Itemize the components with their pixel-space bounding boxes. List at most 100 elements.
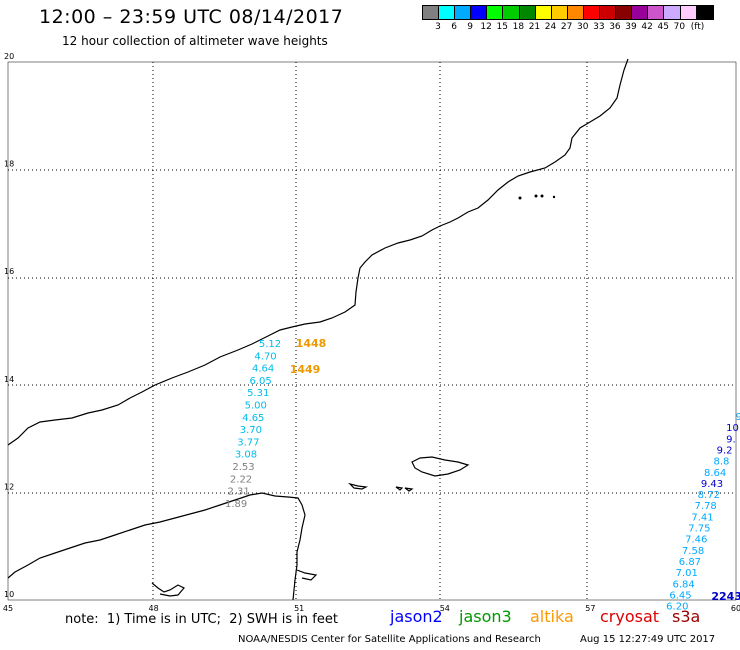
islet-dot-3 bbox=[540, 194, 544, 198]
lat-tick-label: 10 bbox=[4, 590, 14, 599]
right-altimeter-track: 9109.9.28.88.649.438.727.787.417.757.467… bbox=[666, 412, 740, 613]
latitude-tick-labels: 20 18 16 14 12 10 bbox=[4, 52, 14, 599]
swh-value-label: 5.00 bbox=[245, 401, 267, 412]
legend-swatch bbox=[632, 6, 649, 19]
lat-tick-label: 20 bbox=[4, 52, 14, 61]
lon-tick-label: 48 bbox=[149, 604, 159, 613]
satellite-label-jason3: jason3 bbox=[459, 607, 512, 626]
swh-value-label: 1.89 bbox=[225, 499, 247, 510]
legend-swatch bbox=[471, 6, 488, 19]
legend-label: 33 bbox=[593, 22, 605, 32]
somali-coastline bbox=[7, 492, 306, 601]
legend-label: 45 bbox=[657, 22, 669, 32]
legend-label: 36 bbox=[609, 22, 621, 32]
islet-dot-2 bbox=[534, 194, 538, 198]
lon-tick-label: 51 bbox=[294, 604, 304, 613]
footer-timestamp: Aug 15 12:27:49 UTC 2017 bbox=[580, 634, 716, 645]
lon-tick-label: 57 bbox=[585, 604, 595, 613]
left-altimeter-track: 5.124.70 4.646.055.31 5.004.653.703.77 3.08… bbox=[225, 339, 281, 510]
socotra-island bbox=[411, 456, 470, 477]
legend-label: 18 bbox=[512, 22, 525, 32]
legend-label: 15 bbox=[496, 22, 508, 32]
legend-label: 12 bbox=[480, 22, 492, 32]
swh-value-label: 8.72 bbox=[698, 490, 720, 501]
pass-time-labels: 1448 1449 bbox=[290, 337, 327, 376]
lat-tick-label: 18 bbox=[4, 160, 14, 169]
legend-swatch bbox=[551, 6, 568, 19]
legend-swatch bbox=[567, 6, 584, 19]
swh-value-label: 9.43 bbox=[701, 479, 723, 490]
legend-swatch bbox=[423, 6, 440, 19]
legend-swatch bbox=[696, 6, 713, 19]
legend-swatch bbox=[487, 6, 504, 19]
swh-value-label: 5.12 bbox=[259, 339, 281, 350]
arabian-coastline bbox=[7, 58, 629, 446]
swh-value-label: 4.65 bbox=[242, 413, 264, 424]
coast-segment bbox=[151, 582, 185, 597]
coastline bbox=[7, 58, 629, 601]
swh-value-label: 5.31 bbox=[247, 388, 269, 399]
legend-swatch bbox=[600, 6, 617, 19]
swh-value-label: 6.05 bbox=[250, 376, 272, 387]
pass-time-label: 2243 bbox=[711, 590, 740, 603]
pass-time-label: 1449 bbox=[290, 363, 321, 376]
lat-tick-label: 16 bbox=[4, 267, 14, 276]
swh-value-label: 3.70 bbox=[240, 425, 262, 436]
legend-label: 42 bbox=[641, 22, 653, 32]
lat-tick-label: 12 bbox=[4, 482, 14, 491]
swh-value-label: 2.31 bbox=[227, 487, 249, 498]
islet-dot-1 bbox=[518, 196, 522, 200]
longitude-tick-labels: 45 48 51 54 57 60 bbox=[3, 604, 740, 613]
swh-value-label: 10 bbox=[726, 423, 739, 434]
legend-label: 27 bbox=[560, 22, 573, 32]
legend-swatch bbox=[680, 6, 697, 19]
swh-value-label: 2.22 bbox=[230, 474, 252, 485]
swh-value-label: 7.58 bbox=[682, 546, 704, 557]
wave-height-color-legend: 3 6 9 12 15 18 21 24 27 30 33 36 39 42 45 70 (ft) bbox=[422, 5, 714, 32]
legend-swatch bbox=[455, 6, 472, 19]
lat-tick-label: 14 bbox=[4, 375, 14, 384]
swh-value-label: 3.08 bbox=[235, 450, 257, 461]
legend-swatch bbox=[648, 6, 665, 19]
legend-label: 24 bbox=[544, 22, 557, 32]
legend-label: 39 bbox=[625, 22, 637, 32]
swh-value-label: 8.64 bbox=[704, 468, 726, 479]
legend-label: 9 bbox=[467, 22, 474, 32]
swh-value-label: 7.78 bbox=[695, 501, 717, 512]
swh-value-label: 6.84 bbox=[672, 579, 694, 590]
swh-value-label: 6.20 bbox=[666, 602, 688, 613]
swh-value-label: 7.46 bbox=[685, 535, 707, 546]
legend-labels: 3 6 9 12 15 18 21 24 27 30 33 36 39 42 45 70 (ft) bbox=[422, 20, 714, 32]
islet-3 bbox=[404, 487, 414, 492]
islet-1 bbox=[348, 482, 369, 490]
grid-lines bbox=[8, 62, 736, 600]
footer-credit: NOAA/NESDIS Center for Satellite Applica… bbox=[238, 634, 541, 645]
legend-label: 21 bbox=[528, 22, 541, 32]
cape-hook bbox=[296, 569, 318, 581]
islands-small bbox=[518, 194, 556, 200]
swh-value-label: 9. bbox=[726, 434, 736, 445]
swh-value-label: 6.45 bbox=[669, 590, 691, 601]
legend-swatch bbox=[503, 6, 520, 19]
satellite-label-cryosat: cryosat bbox=[600, 607, 660, 626]
islet-2 bbox=[395, 486, 404, 491]
swh-value-label: 8.8 bbox=[713, 457, 729, 468]
legend-swatch bbox=[583, 6, 601, 19]
swh-value-label: 7.01 bbox=[676, 568, 698, 579]
swh-value-label: 9.2 bbox=[717, 445, 733, 456]
legend-label: 70 bbox=[673, 22, 686, 32]
swh-value-label: 7.75 bbox=[688, 524, 710, 535]
lon-tick-label: 60 bbox=[731, 604, 740, 613]
lon-tick-label: 54 bbox=[440, 604, 450, 613]
legend-color-bar bbox=[422, 5, 714, 20]
swh-value-label: 4.70 bbox=[254, 351, 276, 362]
legend-swatch bbox=[535, 6, 552, 19]
legend-label: 6 bbox=[451, 22, 457, 32]
satellite-label-s3a: s3a bbox=[672, 607, 701, 626]
islet-dot-4 bbox=[552, 195, 556, 199]
legend-swatch bbox=[439, 6, 456, 19]
legend-swatch bbox=[664, 6, 681, 19]
swh-value-label: 2.53 bbox=[232, 462, 254, 473]
satellite-label-altika: altika bbox=[530, 607, 574, 626]
